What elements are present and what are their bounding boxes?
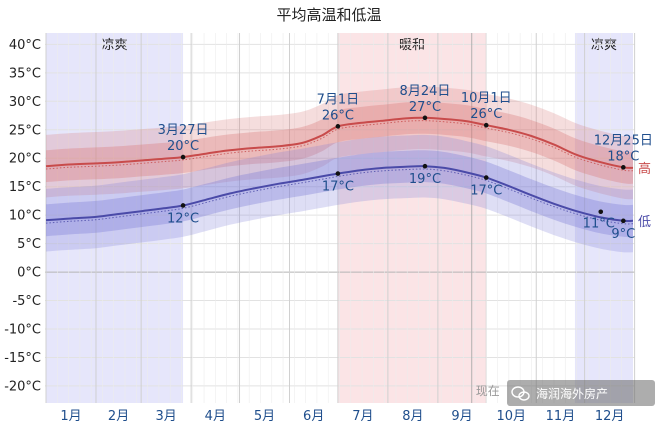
annotation-value-7: 19°C bbox=[409, 172, 441, 187]
annotation-point-1 bbox=[335, 124, 341, 129]
annotation-value-10: 9°C bbox=[611, 227, 635, 242]
series-band-inner-1 bbox=[46, 150, 633, 238]
month-label: 8月 bbox=[402, 409, 423, 424]
wechat-icon bbox=[511, 386, 530, 401]
annotation-point-6 bbox=[335, 171, 341, 176]
percentile-bands bbox=[46, 86, 633, 253]
y-tick-label: 0°C bbox=[17, 266, 41, 281]
season-label-0: 凉爽 bbox=[102, 38, 128, 53]
y-tick-label: -20°C bbox=[4, 379, 41, 394]
annotation-value-1: 26°C bbox=[322, 108, 354, 123]
annotation-point-5 bbox=[180, 203, 186, 208]
y-tick-label: 15°C bbox=[9, 180, 41, 195]
annotation-point-7 bbox=[422, 163, 428, 169]
y-tick-label: 40°C bbox=[9, 38, 41, 53]
month-label: 11月 bbox=[546, 409, 576, 424]
series-name-1: 低 bbox=[638, 215, 651, 230]
y-tick-label: 20°C bbox=[9, 152, 41, 167]
series-band-inner-0 bbox=[46, 101, 633, 184]
annotation-date-1: 7月1日 bbox=[317, 92, 360, 107]
season-label-2: 凉爽 bbox=[591, 38, 617, 53]
y-tick-label: 5°C bbox=[17, 237, 41, 252]
y-tick-label: -5°C bbox=[12, 294, 41, 309]
watermark-bg bbox=[507, 380, 655, 406]
series-band-outer-1 bbox=[46, 134, 633, 253]
chart-title: 平均高温和低温 bbox=[276, 6, 381, 24]
annotation-value-4: 18°C bbox=[607, 149, 639, 164]
annotation-value-0: 20°C bbox=[167, 139, 199, 154]
month-label: 10月 bbox=[496, 409, 526, 424]
month-label: 4月 bbox=[205, 409, 226, 424]
series-name-0: 高 bbox=[638, 161, 651, 177]
month-label: 6月 bbox=[303, 409, 324, 424]
annotation-value-5: 12°C bbox=[167, 211, 199, 226]
series-lines bbox=[45, 116, 634, 225]
y-tick-label: -15°C bbox=[4, 351, 41, 366]
month-label: 5月 bbox=[254, 409, 275, 424]
annotation-date-2: 8月24日 bbox=[400, 84, 451, 99]
season-label-1: 暖和 bbox=[399, 38, 425, 53]
annotation-value-9: 11°C bbox=[583, 217, 615, 232]
chart-labels: 高低3月27日20°C7月1日26°C8月24日27°C10月1日26°C12月… bbox=[158, 84, 653, 242]
y-tick-label: 25°C bbox=[9, 123, 41, 138]
season-band-1 bbox=[337, 33, 487, 403]
annotation-point-0 bbox=[180, 154, 186, 160]
watermark-text: 海润海外房产 bbox=[536, 386, 608, 401]
watermark: 海润海外房产 bbox=[507, 380, 655, 406]
annotation-point-2 bbox=[422, 115, 428, 121]
y-tick-label: 35°C bbox=[9, 66, 41, 81]
annotation-date-0: 3月27日 bbox=[158, 123, 209, 138]
annotation-point-3 bbox=[483, 122, 489, 128]
month-label: 3月 bbox=[156, 409, 177, 424]
annotation-point-9 bbox=[598, 209, 604, 215]
annotation-point-8 bbox=[483, 175, 489, 180]
annotation-value-8: 17°C bbox=[470, 184, 502, 199]
annotation-value-6: 17°C bbox=[322, 180, 354, 195]
y-tick-label: 30°C bbox=[9, 95, 41, 110]
month-label: 7月 bbox=[352, 409, 373, 424]
month-label: 9月 bbox=[451, 409, 472, 424]
series-trend-0 bbox=[45, 120, 634, 172]
series-line-1 bbox=[45, 165, 634, 223]
annotation-date-3: 10月1日 bbox=[461, 91, 512, 106]
series-band-outer-0 bbox=[46, 86, 633, 200]
annotation-value-3: 26°C bbox=[470, 107, 502, 122]
annotation-point-4 bbox=[621, 165, 626, 170]
annotation-date-4: 12月25日 bbox=[594, 133, 653, 148]
month-label: 12月 bbox=[595, 409, 625, 424]
y-tick-label: 10°C bbox=[9, 209, 41, 224]
now-label: 现在 bbox=[476, 384, 500, 398]
y-tick-label: -10°C bbox=[4, 323, 41, 338]
month-label: 1月 bbox=[60, 409, 81, 424]
month-label: 2月 bbox=[108, 409, 129, 424]
series-line-0 bbox=[45, 116, 634, 169]
annotation-value-2: 27°C bbox=[409, 100, 441, 115]
annotation-point-10 bbox=[621, 218, 626, 224]
